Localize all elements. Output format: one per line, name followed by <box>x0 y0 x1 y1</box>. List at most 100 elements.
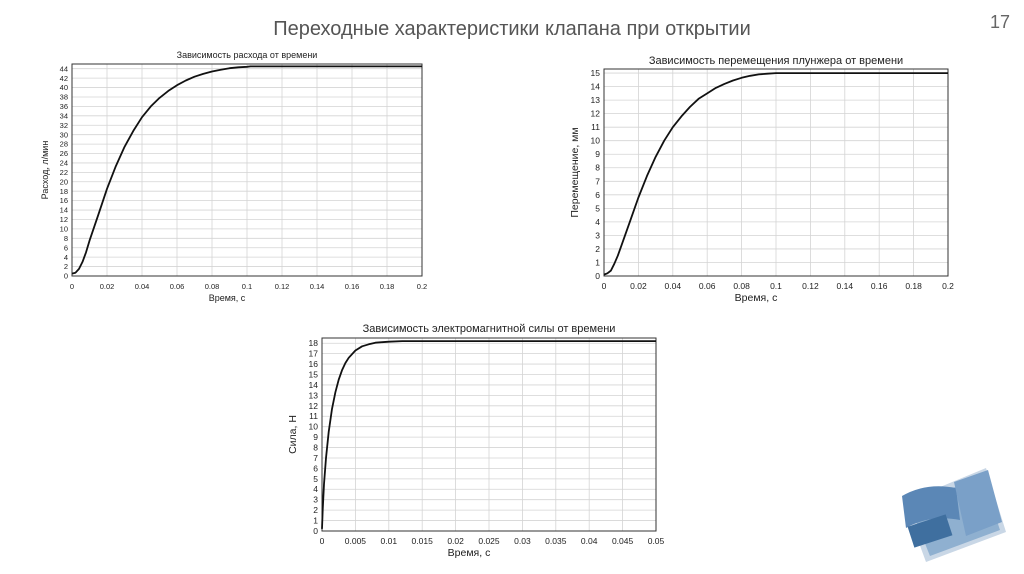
slide-number: 17 <box>989 12 1010 32</box>
y-axis-label: Расход, л/мин <box>40 141 50 200</box>
y-tick-label: 13 <box>591 95 601 105</box>
y-tick-label: 34 <box>60 111 68 120</box>
y-tick-label: 0 <box>313 526 318 536</box>
x-tick-label: 0.16 <box>871 281 888 291</box>
y-tick-label: 8 <box>595 163 600 173</box>
x-tick-label: 0.1 <box>770 281 782 291</box>
x-tick-label: 0.04 <box>135 282 150 291</box>
x-tick-label: 0.2 <box>417 282 427 291</box>
y-tick-label: 13 <box>309 390 319 400</box>
x-tick-label: 0.025 <box>478 536 500 546</box>
x-tick-label: 0.015 <box>412 536 434 546</box>
y-tick-label: 11 <box>309 411 318 421</box>
x-axis-label: Время, с <box>448 547 491 559</box>
x-tick-label: 0.06 <box>699 281 716 291</box>
y-tick-label: 16 <box>60 196 68 205</box>
series-line <box>321 340 656 529</box>
y-tick-label: 0 <box>595 271 600 281</box>
x-tick-label: 0.05 <box>648 536 665 546</box>
y-tick-label: 15 <box>309 369 319 379</box>
x-tick-label: 0.04 <box>665 281 682 291</box>
x-tick-label: 0.1 <box>242 282 252 291</box>
y-tick-label: 10 <box>309 422 319 432</box>
y-tick-label: 6 <box>313 463 318 473</box>
y-tick-label: 8 <box>64 234 68 243</box>
x-tick-label: 0 <box>320 536 325 546</box>
y-tick-label: 24 <box>60 159 68 168</box>
y-tick-label: 44 <box>60 64 68 73</box>
y-tick-label: 7 <box>313 453 318 463</box>
slide-title: Переходные характеристики клапана при от… <box>273 18 751 40</box>
university-logo-icon <box>902 468 1006 562</box>
y-tick-label: 36 <box>60 102 68 111</box>
y-tick-label: 28 <box>60 140 68 149</box>
x-tick-label: 0.045 <box>612 536 634 546</box>
y-tick-label: 3 <box>595 230 600 240</box>
y-tick-label: 32 <box>60 121 68 130</box>
x-tick-label: 0.02 <box>100 282 115 291</box>
y-tick-label: 18 <box>309 338 319 348</box>
y-tick-label: 14 <box>309 380 319 390</box>
x-tick-label: 0.08 <box>733 281 750 291</box>
x-tick-label: 0.16 <box>345 282 360 291</box>
x-tick-label: 0.005 <box>345 536 367 546</box>
x-tick-label: 0.06 <box>170 282 185 291</box>
y-tick-label: 6 <box>595 190 600 200</box>
x-axis-label: Время, с <box>735 292 778 304</box>
y-tick-label: 40 <box>60 83 68 92</box>
y-tick-label: 10 <box>591 136 601 146</box>
y-tick-label: 2 <box>595 244 600 254</box>
plot-border <box>321 337 657 532</box>
x-tick-label: 0.18 <box>380 282 395 291</box>
y-tick-label: 3 <box>313 495 318 505</box>
y-tick-label: 12 <box>591 109 601 119</box>
y-tick-label: 4 <box>595 217 600 227</box>
y-tick-label: 22 <box>60 168 68 177</box>
x-tick-label: 0.01 <box>381 536 398 546</box>
y-tick-label: 12 <box>60 215 68 224</box>
y-axis-label: Перемещение, мм <box>569 127 581 217</box>
y-tick-label: 8 <box>313 443 318 453</box>
y-tick-label: 1 <box>313 516 318 526</box>
y-tick-label: 38 <box>60 93 68 102</box>
series-line <box>71 65 422 275</box>
x-tick-label: 0 <box>602 281 607 291</box>
y-axis-label: Сила, Н <box>287 415 299 454</box>
y-tick-label: 4 <box>313 484 318 494</box>
x-tick-label: 0.2 <box>942 281 954 291</box>
chart-title: Зависимость расхода от времени <box>177 50 318 60</box>
y-tick-label: 30 <box>60 130 68 139</box>
y-tick-label: 9 <box>313 432 318 442</box>
y-tick-label: 4 <box>64 253 68 262</box>
x-tick-label: 0.14 <box>310 282 325 291</box>
chart-title: Зависимость электромагнитной силы от вре… <box>363 323 616 335</box>
y-tick-label: 10 <box>60 225 68 234</box>
y-tick-label: 14 <box>591 82 601 92</box>
y-tick-label: 16 <box>309 359 319 369</box>
y-tick-label: 14 <box>60 206 68 215</box>
y-tick-label: 1 <box>595 257 600 267</box>
x-tick-label: 0.12 <box>275 282 290 291</box>
x-tick-label: 0.03 <box>514 536 531 546</box>
y-tick-label: 2 <box>64 262 68 271</box>
x-tick-label: 0.14 <box>837 281 854 291</box>
y-tick-label: 0 <box>64 272 68 281</box>
y-tick-label: 26 <box>60 149 68 158</box>
y-tick-label: 42 <box>60 74 68 83</box>
x-tick-label: 0.04 <box>581 536 598 546</box>
chart-title: Зависимость перемещения плунжера от врем… <box>649 55 903 67</box>
y-tick-label: 2 <box>313 505 318 515</box>
series-line <box>603 72 948 276</box>
x-tick-label: 0.02 <box>630 281 647 291</box>
x-tick-label: 0.035 <box>545 536 567 546</box>
y-tick-label: 12 <box>309 401 319 411</box>
y-tick-label: 5 <box>595 203 600 213</box>
y-tick-label: 20 <box>60 177 68 186</box>
x-tick-label: 0.08 <box>205 282 220 291</box>
y-tick-label: 17 <box>309 349 319 359</box>
x-tick-label: 0.18 <box>905 281 922 291</box>
plot-border <box>71 63 423 277</box>
